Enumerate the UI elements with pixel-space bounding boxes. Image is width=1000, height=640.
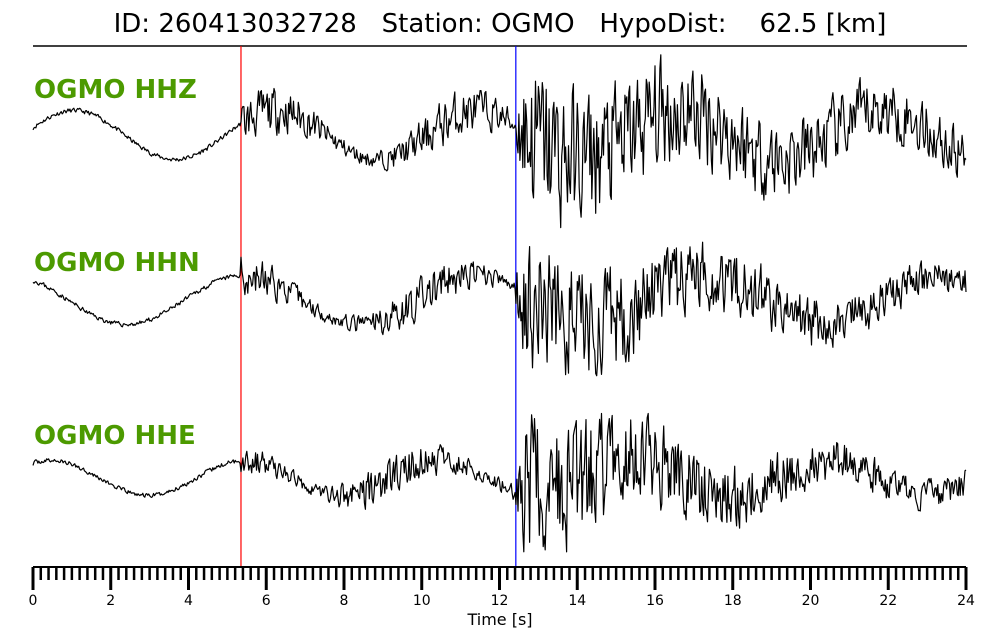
x-tick-label: 4 bbox=[184, 593, 193, 609]
trace-label-hhz: OGMO HHZ bbox=[34, 75, 197, 105]
x-tick-label: 2 bbox=[106, 593, 115, 609]
waveform-hhe bbox=[32, 412, 967, 553]
x-tick-label: 22 bbox=[879, 593, 897, 609]
waveform-hhz bbox=[32, 54, 967, 229]
x-axis: 0 2 4 6 8 10 12 14 16 18 20 22 24 bbox=[29, 566, 975, 609]
x-tick-label: 20 bbox=[802, 593, 820, 609]
x-tick-label: 16 bbox=[646, 593, 664, 609]
x-tick-label: 0 bbox=[29, 593, 38, 609]
trace-label-hhn: OGMO HHN bbox=[34, 248, 200, 278]
pick-lines bbox=[240, 46, 517, 567]
x-tick-label: 14 bbox=[568, 593, 586, 609]
trace-label-hhe: OGMO HHE bbox=[34, 421, 196, 451]
x-tick-label: 8 bbox=[340, 593, 349, 609]
chart-title: ID: 260413032728 Station: OGMO HypoDist:… bbox=[113, 9, 887, 39]
waveform-traces bbox=[32, 54, 967, 553]
x-axis-label: Time [s] bbox=[467, 610, 533, 629]
waveform-hhn bbox=[32, 241, 967, 377]
x-tick-label: 6 bbox=[262, 593, 271, 609]
x-tick-label: 12 bbox=[491, 593, 509, 609]
x-tick-label: 10 bbox=[413, 593, 431, 609]
x-tick-label: 24 bbox=[957, 593, 975, 609]
x-tick-label: 18 bbox=[724, 593, 742, 609]
